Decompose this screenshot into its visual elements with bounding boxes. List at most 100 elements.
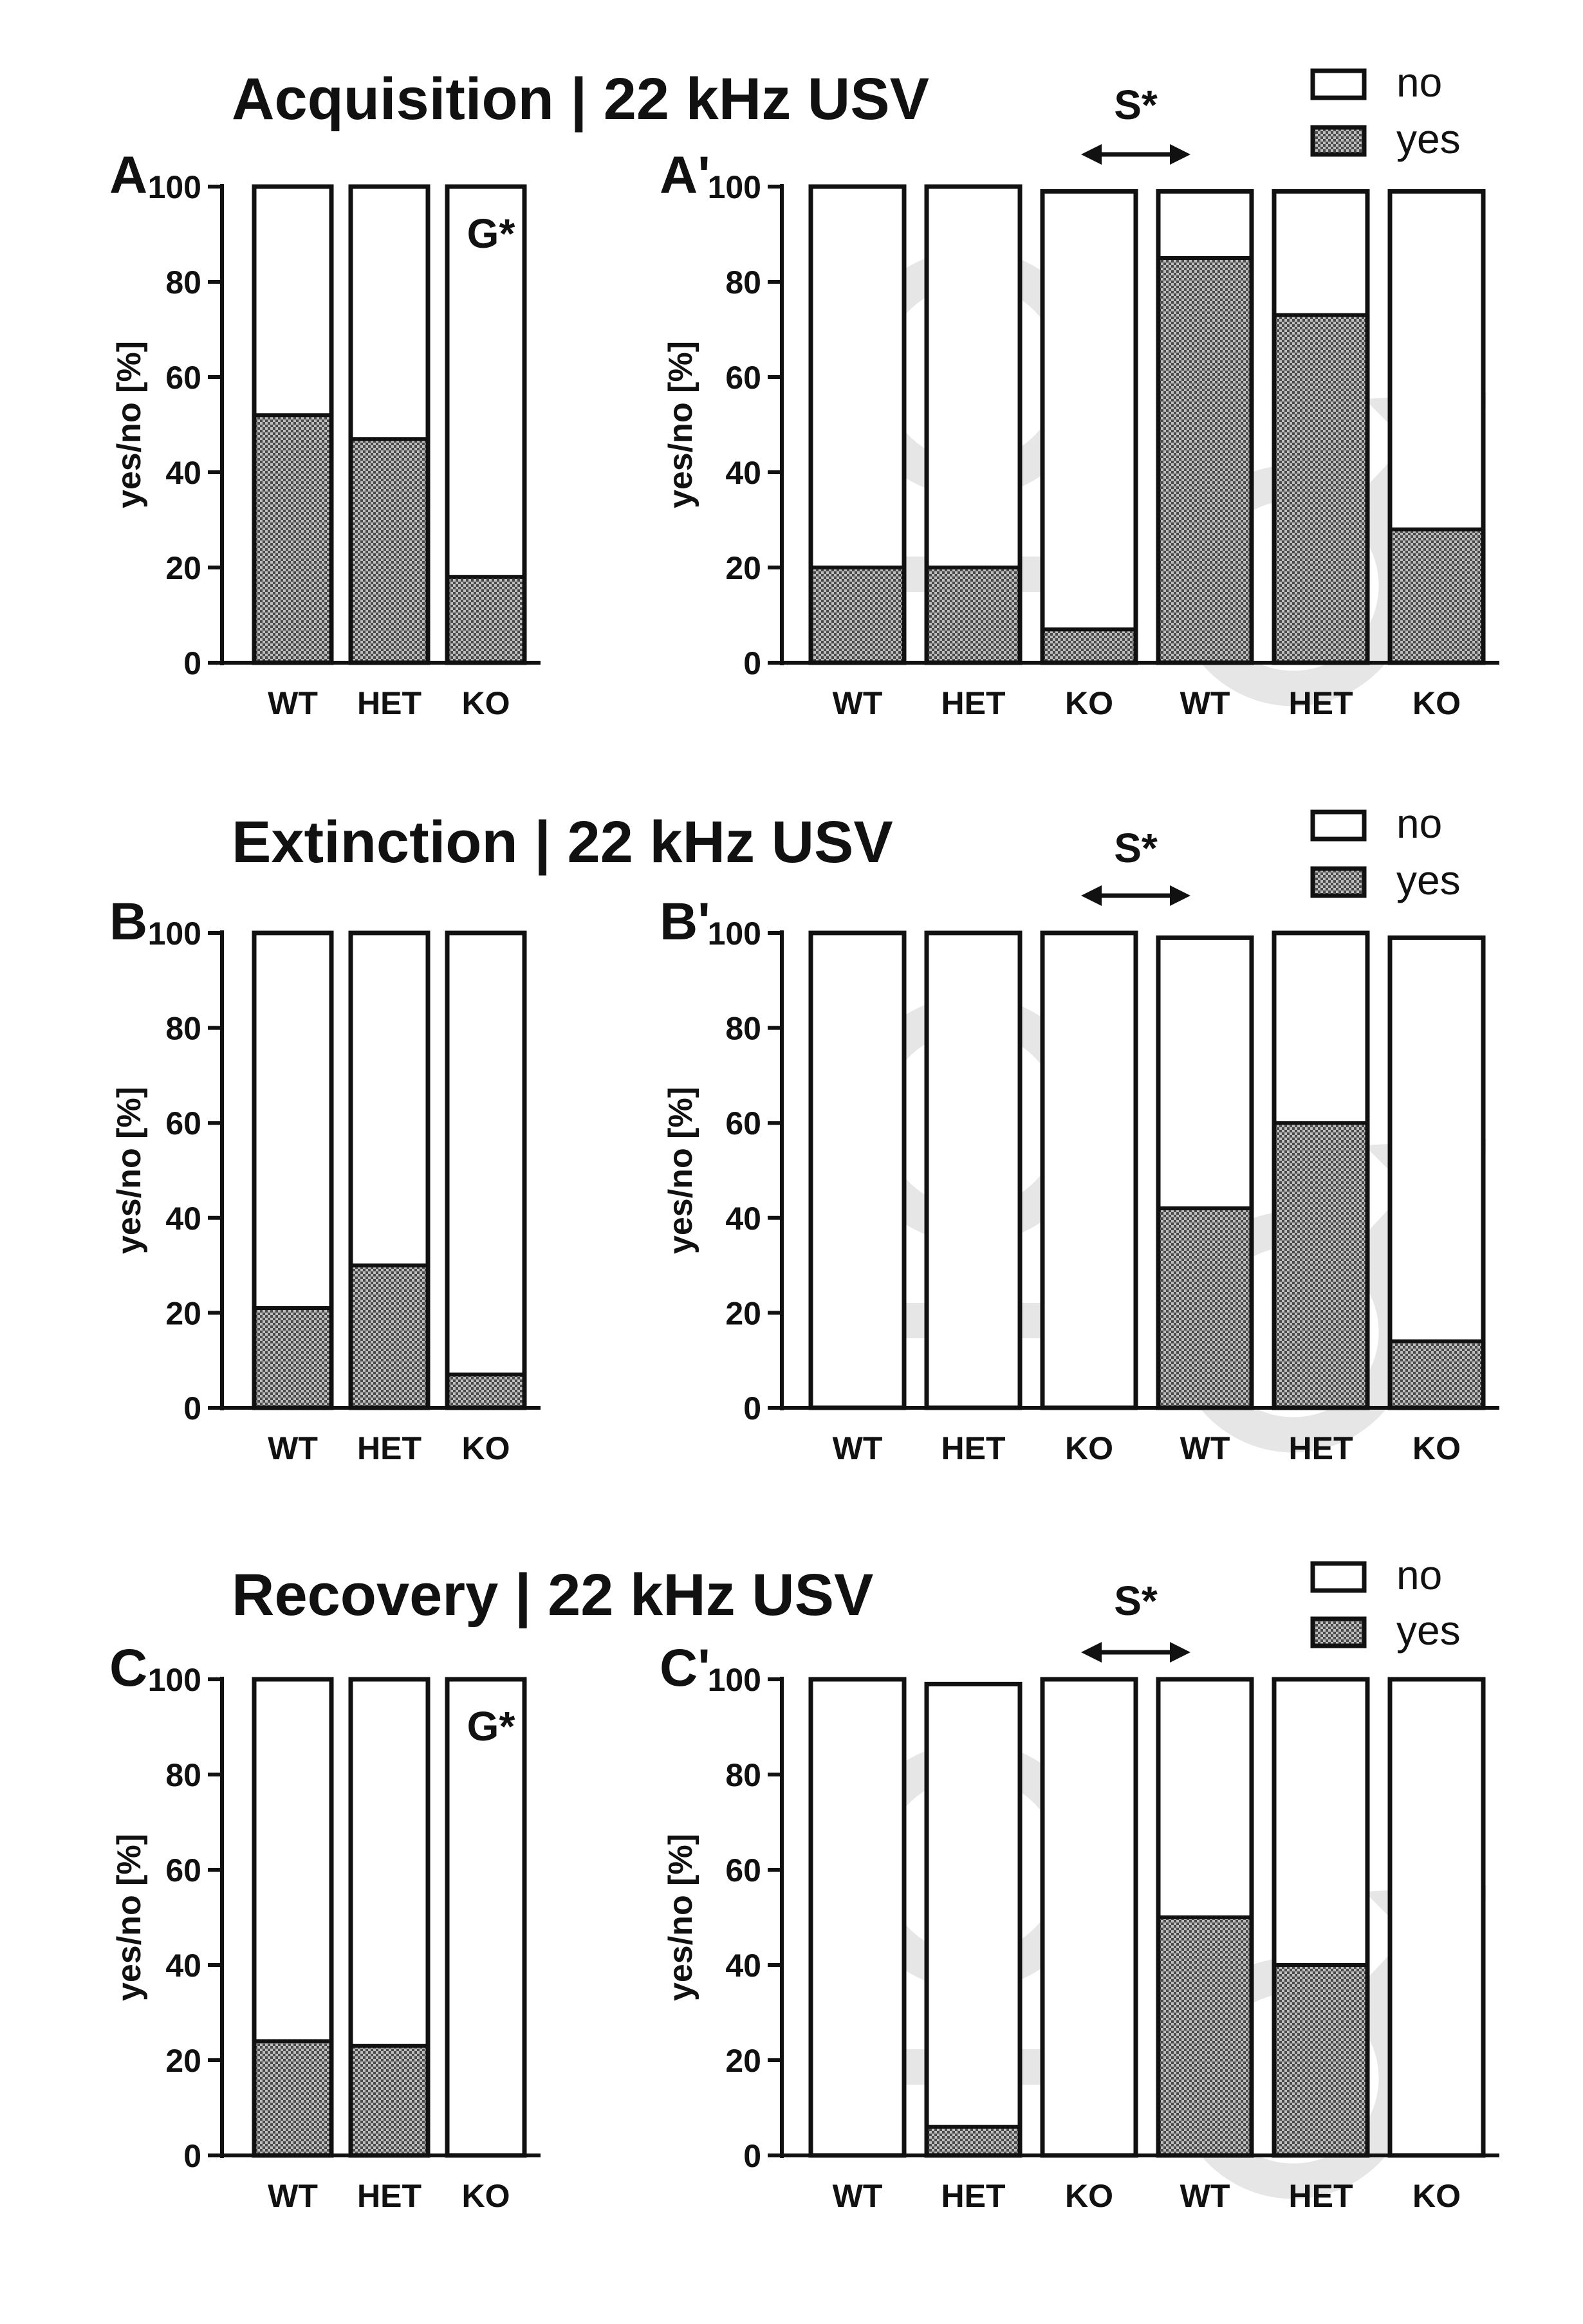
- legend-yes-swatch: [1310, 1616, 1367, 1648]
- bar-yes-segment: [1390, 529, 1483, 663]
- y-tick-label: 80: [165, 1011, 201, 1047]
- bar-yes-segment: [254, 415, 331, 663]
- y-tick-label: 20: [165, 550, 201, 586]
- bar-yes-segment: [351, 1265, 428, 1408]
- row-header: Recovery | 22 kHz USV S* no yes: [232, 1552, 1461, 1663]
- x-tick-label: HET: [357, 1430, 421, 1466]
- bar-no-segment: [1390, 1679, 1483, 2155]
- row-header: Acquisition | 22 kHz USV S* no yes: [232, 59, 1461, 165]
- genotype-stat-label: G*: [467, 210, 515, 257]
- bar-yes-segment: [1158, 258, 1252, 663]
- y-tick-label: 20: [725, 2043, 761, 2079]
- panel-label: C: [109, 1639, 147, 1697]
- y-axis-label: yes/no [%]: [111, 341, 148, 508]
- bar-yes-segment: [927, 2126, 1020, 2155]
- legend-no-label: no: [1396, 59, 1442, 106]
- x-tick-label: HET: [1289, 685, 1353, 721]
- row-header: Extinction | 22 kHz USV S* no yes: [232, 800, 1461, 906]
- bar-no-segment: [1390, 937, 1483, 1408]
- double-arrow-icon: [1081, 885, 1190, 906]
- y-tick-label: 60: [725, 1852, 761, 1888]
- x-tick-label: KO: [462, 685, 510, 721]
- y-tick-label: 20: [725, 1295, 761, 1331]
- y-axis-label: yes/no [%]: [662, 341, 699, 508]
- y-tick-label: 80: [725, 1011, 761, 1047]
- y-tick-label: 100: [708, 916, 761, 952]
- bar-yes-segment: [447, 576, 524, 663]
- chart-panel-B-prime: B' yes/no [%] WT HET KO WT HET KO 0 20 40 60 80 100: [660, 892, 1499, 1466]
- x-tick-label: HET: [357, 2178, 421, 2214]
- x-tick-label: HET: [357, 685, 421, 721]
- x-tick-label: WT: [1180, 685, 1230, 721]
- bar-no-segment: [811, 1679, 904, 2155]
- x-tick-label: HET: [941, 1430, 1006, 1466]
- y-tick-label: 100: [148, 169, 201, 205]
- y-tick-label: 100: [708, 169, 761, 205]
- genotype-stat-label: G*: [467, 1703, 515, 1749]
- bar-yes-segment: [811, 567, 904, 663]
- y-tick-label: 40: [725, 1201, 761, 1237]
- chart-panel-C-prime: C' yes/no [%] WT HET KO WT HET KO 0 20 40 60 80 100: [660, 1639, 1499, 2214]
- legend-yes-swatch: [1310, 125, 1367, 157]
- y-tick-label: 60: [725, 1105, 761, 1141]
- y-tick-label: 40: [165, 1948, 201, 1984]
- legend-no-swatch: [1310, 68, 1367, 100]
- x-tick-label: KO: [462, 2178, 510, 2214]
- bar-yes-segment: [927, 567, 1020, 663]
- y-tick-label: 40: [725, 455, 761, 491]
- x-tick-label: KO: [1065, 1430, 1113, 1466]
- y-tick-label: 60: [165, 1105, 201, 1141]
- legend-yes-label: yes: [1396, 116, 1461, 162]
- bar-yes-segment: [1158, 1208, 1252, 1408]
- x-tick-label: WT: [833, 685, 883, 721]
- y-tick-label: 80: [725, 1757, 761, 1793]
- y-tick-label: 0: [743, 2138, 761, 2174]
- y-tick-label: 60: [725, 360, 761, 396]
- bar-yes-segment: [1042, 629, 1136, 663]
- bar-yes-segment: [254, 1308, 331, 1408]
- y-tick-label: 80: [165, 264, 201, 300]
- y-axis-label: yes/no [%]: [111, 1834, 148, 2001]
- x-tick-label: WT: [833, 1430, 883, 1466]
- y-axis-label: yes/no [%]: [662, 1087, 699, 1254]
- legend-yes-label: yes: [1396, 1607, 1461, 1654]
- x-tick-label: KO: [1065, 2178, 1113, 2214]
- legend: no yes: [1310, 59, 1461, 162]
- panel-label: C': [660, 1639, 710, 1697]
- y-tick-label: 0: [743, 1390, 761, 1426]
- x-tick-label: HET: [1289, 2178, 1353, 2214]
- panel-label: B: [109, 892, 147, 951]
- bar-yes-segment: [254, 2041, 331, 2155]
- y-tick-label: 60: [165, 1852, 201, 1888]
- bar-yes-segment: [1390, 1341, 1483, 1408]
- sex-stat-label: S*: [1114, 82, 1158, 128]
- double-arrow-icon: [1081, 1642, 1190, 1663]
- x-tick-label: KO: [1412, 685, 1461, 721]
- bar-no-segment: [811, 933, 904, 1408]
- bar-yes-segment: [1274, 1965, 1367, 2155]
- bar-no-segment: [927, 1684, 1020, 2155]
- x-tick-label: HET: [941, 685, 1006, 721]
- x-tick-label: HET: [941, 2178, 1006, 2214]
- legend: no yes: [1310, 800, 1461, 903]
- y-tick-label: 100: [148, 916, 201, 952]
- panel-label: B': [660, 892, 710, 951]
- legend-yes-label: yes: [1396, 857, 1461, 903]
- x-tick-label: WT: [1180, 2178, 1230, 2214]
- bar-yes-segment: [1274, 315, 1367, 663]
- y-tick-label: 60: [165, 360, 201, 396]
- legend: no yes: [1310, 1552, 1461, 1654]
- bar-no-segment: [447, 1679, 524, 2155]
- y-tick-label: 20: [165, 2043, 201, 2079]
- y-tick-label: 0: [743, 645, 761, 681]
- y-tick-label: 80: [725, 264, 761, 300]
- sex-stat-label: S*: [1114, 825, 1158, 871]
- x-tick-label: KO: [1412, 1430, 1461, 1466]
- y-tick-label: 40: [165, 455, 201, 491]
- bar-yes-segment: [447, 1374, 524, 1408]
- x-tick-label: WT: [833, 2178, 883, 2214]
- x-tick-label: WT: [1180, 1430, 1230, 1466]
